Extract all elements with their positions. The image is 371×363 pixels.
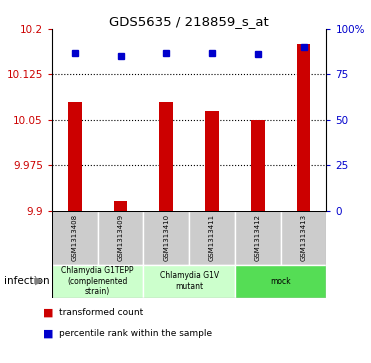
- Text: percentile rank within the sample: percentile rank within the sample: [59, 330, 213, 338]
- Bar: [160, 102, 173, 211]
- Bar: [98, 211, 144, 265]
- Text: Chlamydia G1V
mutant: Chlamydia G1V mutant: [160, 272, 219, 291]
- Bar: [297, 44, 311, 211]
- Text: GSM1313413: GSM1313413: [301, 214, 306, 261]
- Bar: [68, 102, 82, 211]
- Bar: [114, 201, 128, 211]
- Bar: [235, 265, 326, 298]
- Text: ▶: ▶: [35, 276, 43, 286]
- Bar: [281, 211, 326, 265]
- Text: GSM1313410: GSM1313410: [163, 214, 169, 261]
- Text: infection: infection: [4, 276, 49, 286]
- Text: GSM1313412: GSM1313412: [255, 214, 261, 261]
- Title: GDS5635 / 218859_s_at: GDS5635 / 218859_s_at: [109, 15, 269, 28]
- Bar: [235, 211, 281, 265]
- Text: ■: ■: [43, 307, 53, 317]
- Bar: [144, 211, 189, 265]
- Text: transformed count: transformed count: [59, 308, 144, 317]
- Bar: [189, 211, 235, 265]
- Bar: [205, 111, 219, 211]
- Text: ■: ■: [43, 329, 53, 339]
- Text: GSM1313411: GSM1313411: [209, 214, 215, 261]
- Text: GSM1313409: GSM1313409: [118, 214, 124, 261]
- Bar: [251, 120, 265, 211]
- Text: mock: mock: [270, 277, 291, 286]
- Bar: [52, 265, 144, 298]
- Bar: [52, 211, 98, 265]
- Text: Chlamydia G1TEPP
(complemented
strain): Chlamydia G1TEPP (complemented strain): [62, 266, 134, 296]
- Bar: [144, 265, 235, 298]
- Text: GSM1313408: GSM1313408: [72, 214, 78, 261]
